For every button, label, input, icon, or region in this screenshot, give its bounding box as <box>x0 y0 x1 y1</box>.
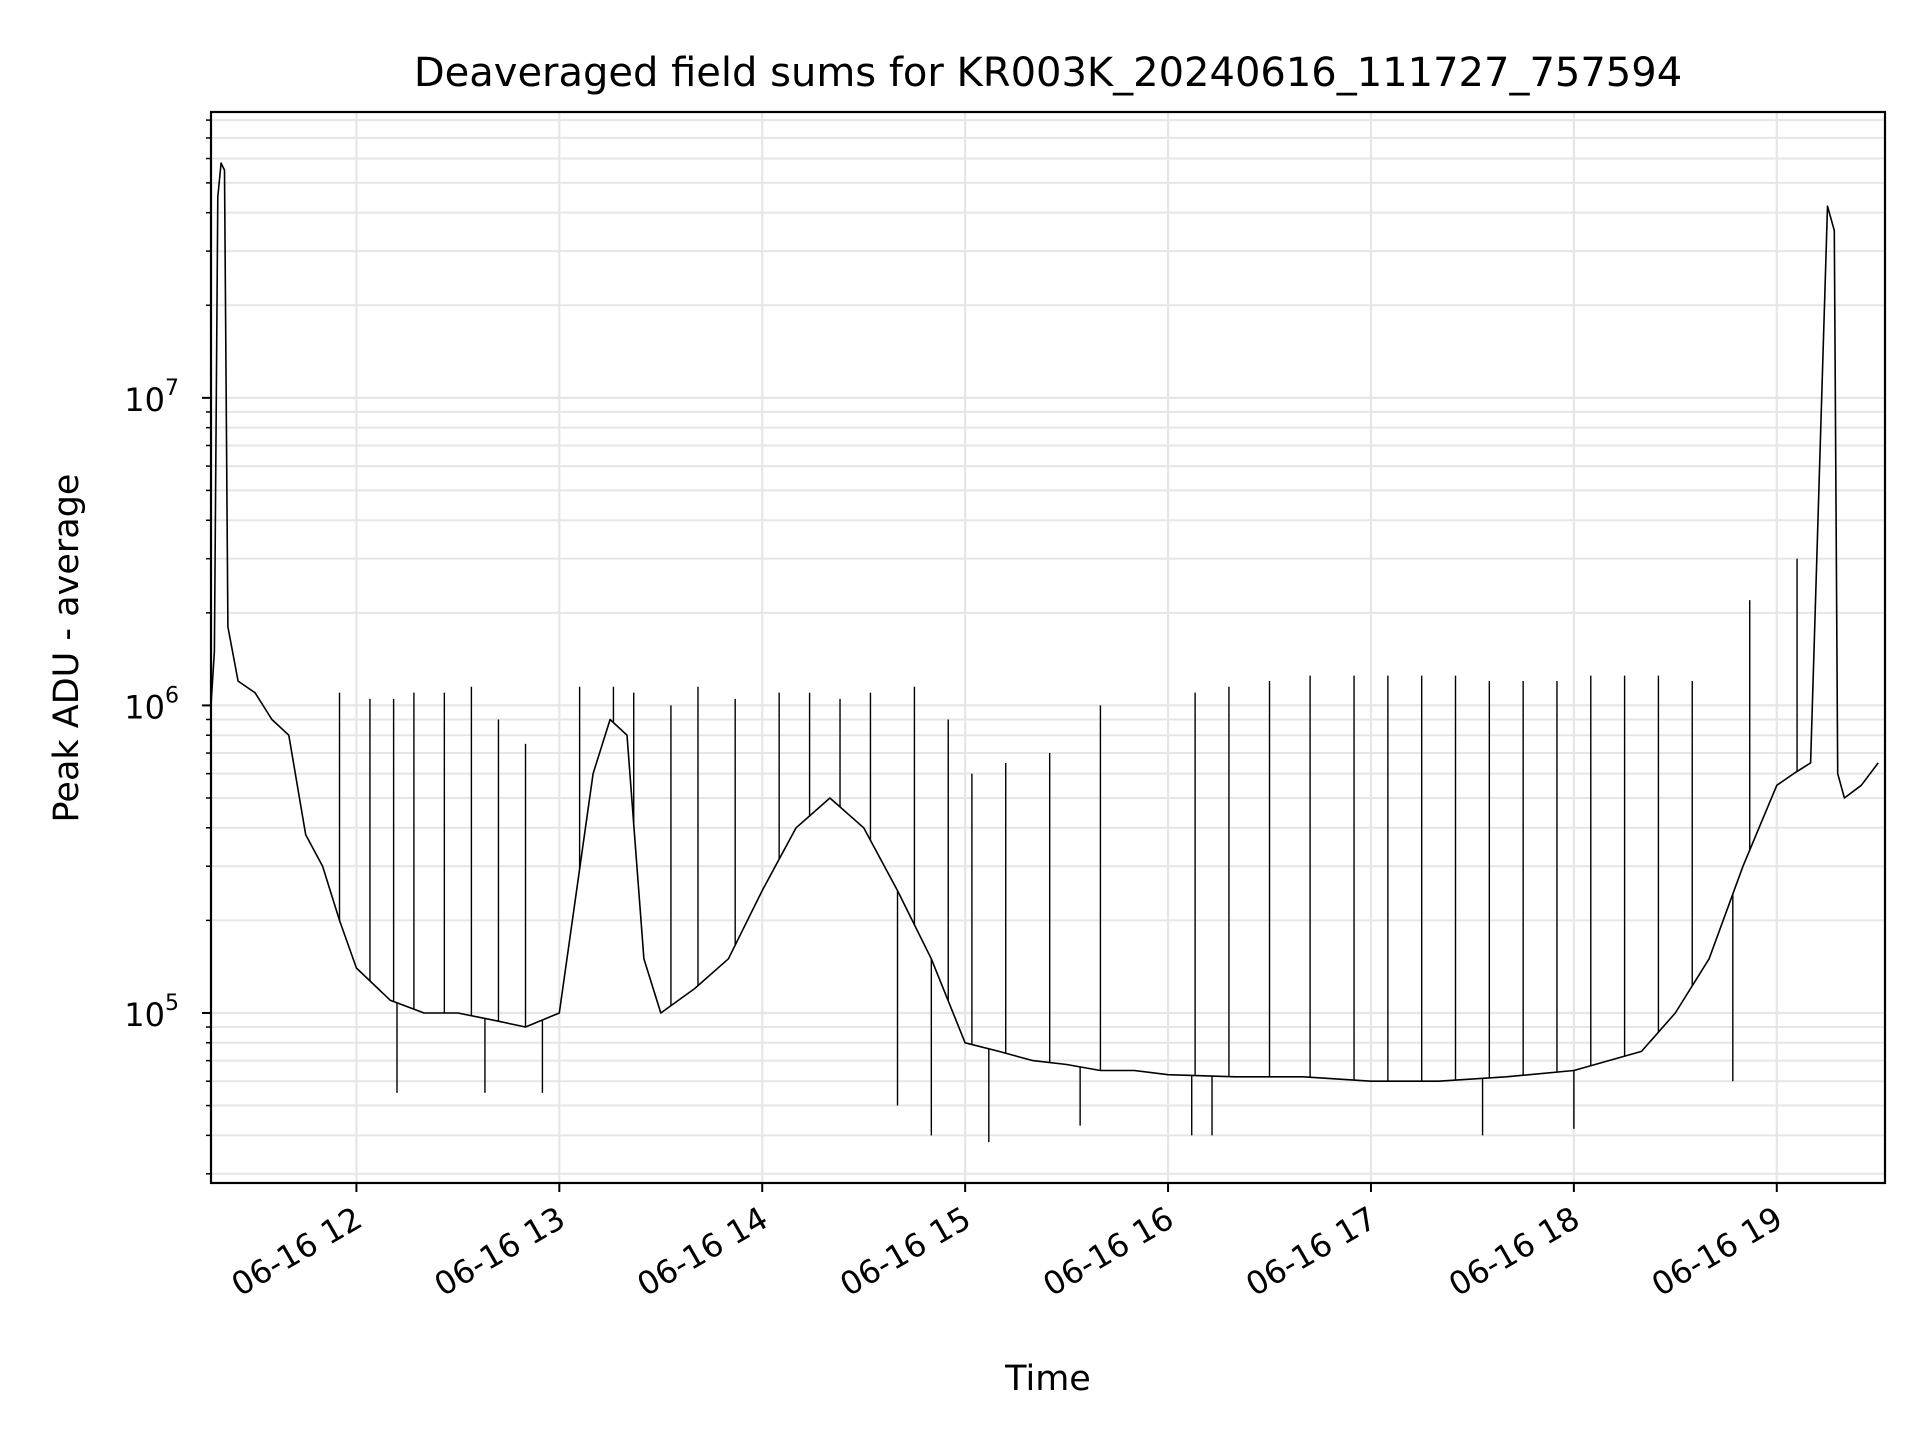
y-axis-label: Peak ADU - average <box>47 474 87 823</box>
x-axis-label: Time <box>1004 1359 1091 1399</box>
plot-area <box>210 162 1879 1143</box>
y-tick-exponent: 6 <box>165 683 179 708</box>
grid <box>211 112 1885 1183</box>
axes-frame <box>209 110 1887 1185</box>
y-tick-exponent: 7 <box>165 376 179 401</box>
y-tick-exponent: 5 <box>165 991 179 1016</box>
series-line <box>210 162 1879 1082</box>
chart-title: Deaveraged field sums for KR003K_2024061… <box>414 50 1682 96</box>
